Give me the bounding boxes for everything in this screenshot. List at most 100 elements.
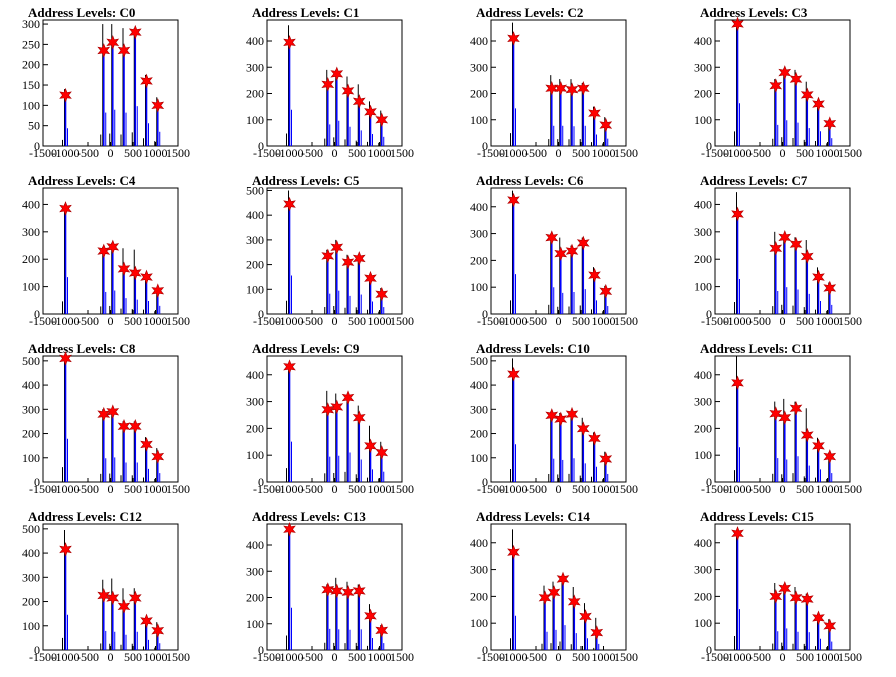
star-marker (547, 585, 561, 600)
y-tick-label: 100 (246, 282, 264, 296)
x-tick-label: -1000 (276, 146, 304, 160)
y-tick-label: 500 (470, 354, 488, 368)
y-tick-label: 0 (482, 475, 488, 489)
y-tick-label: 400 (470, 34, 488, 48)
star-marker (731, 16, 744, 32)
y-tick-label: 0 (258, 307, 264, 321)
x-tick-label: 1500 (838, 482, 862, 496)
star-marker (554, 411, 568, 427)
y-tick-label: 0 (258, 643, 264, 657)
x-tick-label: 1000 (368, 314, 392, 328)
chart-title: Address Levels: C5 (252, 173, 360, 188)
y-tick-label: 200 (22, 58, 40, 72)
star-marker (97, 43, 111, 58)
y-tick-label: 400 (22, 546, 40, 560)
star-marker (341, 83, 355, 99)
star-marker (352, 251, 366, 266)
star-marker (769, 240, 783, 256)
star-marker (283, 196, 296, 212)
chart-title: Address Levels: C1 (252, 5, 359, 20)
x-tick-label: 500 (124, 314, 142, 328)
x-tick-label: 500 (572, 650, 590, 664)
chart-panel: Address Levels: C2 0 100 200 300 400 -1500-100… (470, 5, 638, 160)
x-tick-label: 1000 (816, 146, 840, 160)
x-tick-label: 500 (348, 314, 366, 328)
y-tick-label: 100 (694, 280, 712, 294)
x-tick-label: 500 (572, 482, 590, 496)
star-marker (151, 283, 165, 299)
x-tick-label: -500 (525, 146, 547, 160)
x-tick-label: 0 (332, 146, 338, 160)
star-marker (778, 580, 792, 596)
star-marker (731, 206, 744, 222)
y-tick-label: 400 (470, 200, 488, 214)
chart-panel: Address Levels: C10 0 100 200 300 400 500 -1500… (470, 341, 638, 496)
x-tick-label: -1500 (701, 650, 729, 664)
star-marker (800, 591, 814, 607)
x-tick-label: 0 (108, 650, 114, 664)
x-tick-label: -500 (77, 482, 99, 496)
y-tick-label: 0 (34, 307, 40, 321)
x-tick-label: 1000 (144, 314, 168, 328)
star-marker (117, 43, 131, 58)
y-tick-label: 300 (470, 563, 488, 577)
y-tick-label: 400 (694, 536, 712, 550)
y-tick-label: 400 (694, 197, 712, 211)
x-tick-label: -500 (749, 482, 771, 496)
star-marker (778, 65, 792, 80)
star-marker (565, 406, 579, 422)
star-marker (599, 451, 613, 467)
x-tick-label: 500 (796, 146, 814, 160)
chart-title: Address Levels: C11 (700, 341, 813, 356)
star-marker (778, 410, 792, 426)
y-tick-label: 0 (258, 139, 264, 153)
star-marker (789, 71, 803, 87)
x-tick-label: -1500 (253, 146, 281, 160)
star-marker (599, 283, 613, 299)
star-marker (117, 599, 131, 614)
y-tick-label: 300 (22, 402, 40, 416)
star-marker (364, 608, 377, 624)
x-tick-label: -500 (301, 146, 323, 160)
y-tick-label: 300 (246, 60, 264, 74)
star-marker (800, 249, 814, 264)
y-tick-label: 400 (694, 34, 712, 48)
chart-title: Address Levels: C4 (28, 173, 136, 188)
star-marker (823, 449, 837, 464)
chart-title: Address Levels: C7 (700, 173, 808, 188)
star-marker (117, 261, 131, 277)
x-tick-label: 1000 (816, 650, 840, 664)
y-tick-label: 300 (246, 564, 264, 578)
x-tick-label: -1000 (52, 146, 80, 160)
y-tick-label: 400 (470, 378, 488, 392)
chart-panel: Address Levels: C4 0 100 200 300 400 -1500-100… (22, 173, 190, 328)
y-tick-label: 400 (246, 208, 264, 222)
x-tick-label: 500 (572, 146, 590, 160)
star-marker (565, 243, 579, 259)
x-tick-label: -1000 (276, 650, 304, 664)
star-marker (59, 201, 72, 216)
star-marker (375, 445, 389, 460)
x-tick-label: 1000 (144, 482, 168, 496)
y-tick-label: 300 (470, 227, 488, 241)
x-tick-label: 500 (348, 482, 366, 496)
y-tick-label: 100 (470, 616, 488, 630)
star-marker (823, 116, 837, 132)
star-marker (375, 112, 389, 128)
x-tick-label: 0 (780, 314, 786, 328)
y-tick-label: 200 (694, 589, 712, 603)
star-marker (321, 76, 335, 92)
star-marker (352, 583, 366, 599)
x-tick-label: -1000 (500, 482, 528, 496)
y-tick-label: 0 (482, 643, 488, 657)
y-tick-label: 150 (22, 78, 40, 92)
x-tick-label: -500 (749, 314, 771, 328)
chart-title: Address Levels: C10 (476, 341, 590, 356)
x-tick-label: -1000 (724, 650, 752, 664)
y-tick-label: 200 (246, 258, 264, 272)
star-marker (812, 438, 825, 454)
x-tick-label: -1500 (29, 650, 57, 664)
x-tick-label: 1500 (390, 650, 414, 664)
x-tick-label: 1500 (838, 314, 862, 328)
chart-panel: Address Levels: C14 0 100 200 300 400 -1500-10… (470, 509, 638, 664)
